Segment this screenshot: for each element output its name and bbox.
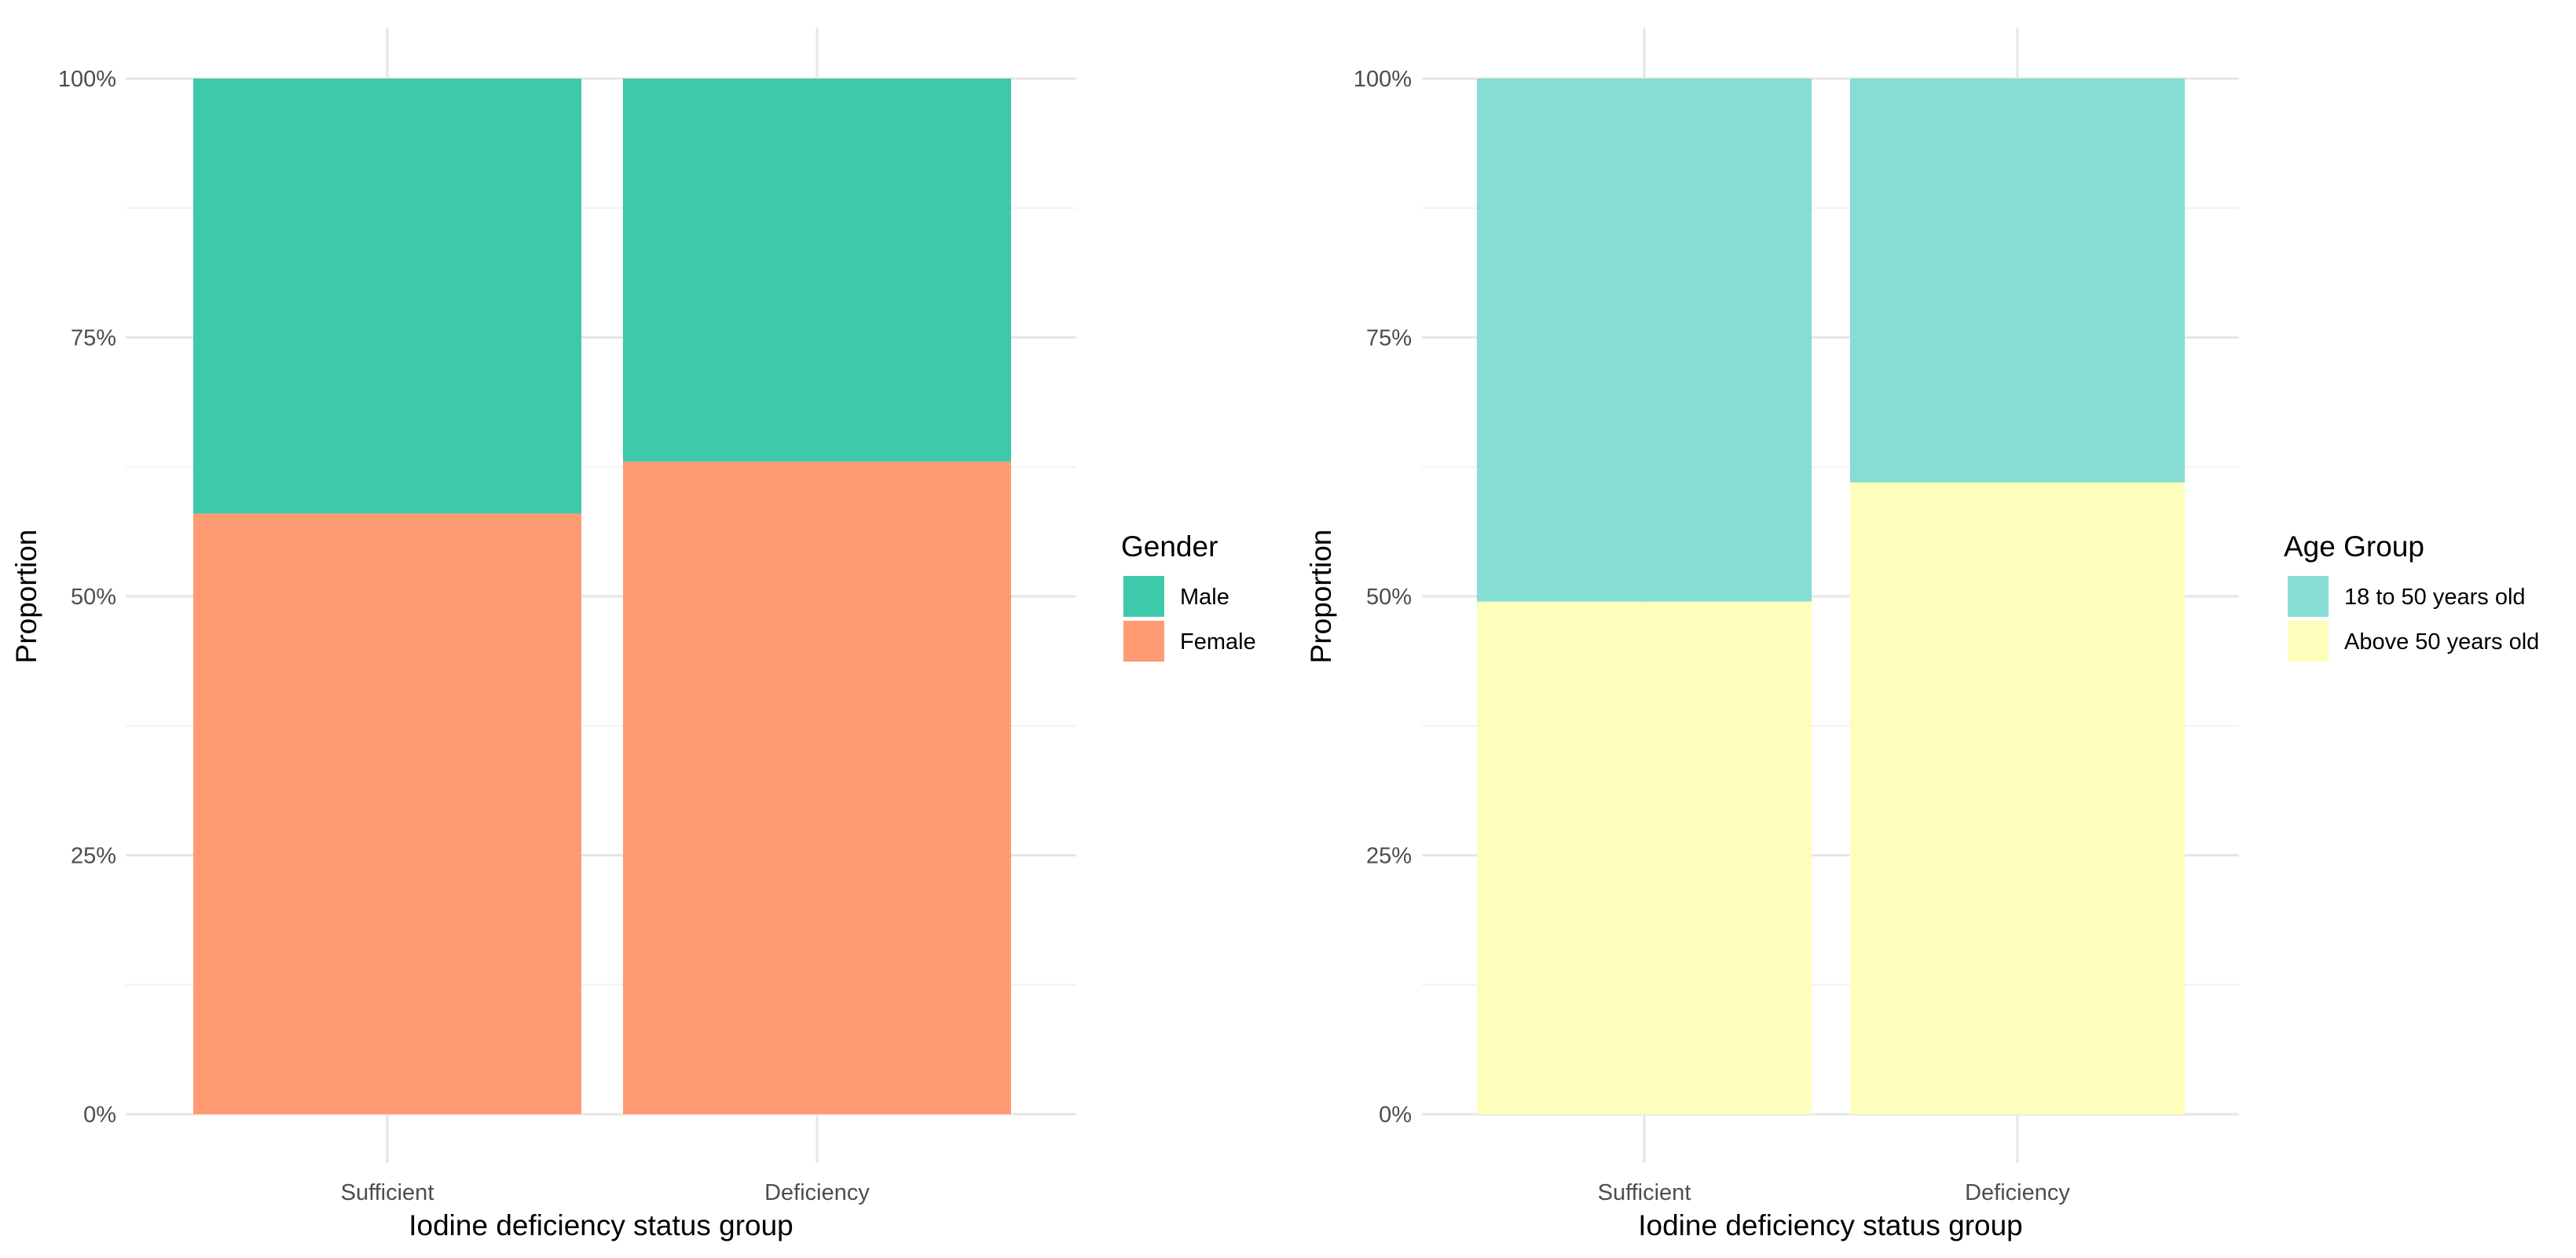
y-tick-label: 100% — [1354, 67, 1412, 92]
legend-label: Male — [1180, 585, 1229, 610]
x-axis-title: Iodine deficiency status group — [1638, 1209, 2023, 1241]
x-tick-label: Deficiency — [1965, 1180, 2070, 1205]
y-tick-label: 75% — [71, 326, 116, 351]
legend-swatch — [1123, 621, 1164, 662]
y-tick-label: 25% — [71, 844, 116, 869]
legend-swatch — [2288, 621, 2329, 662]
legend-swatch — [1123, 576, 1164, 617]
bar-above-50-years-old-deficiency — [1850, 482, 2185, 1114]
y-tick-label: 75% — [1366, 326, 1412, 351]
y-tick-label: 100% — [58, 67, 116, 92]
x-tick-label: Sufficient — [1598, 1180, 1691, 1205]
legend-title: Gender — [1121, 530, 1218, 563]
bar-male-deficiency — [623, 79, 1011, 462]
y-axis-title: Proportion — [10, 530, 42, 664]
x-tick-label: Deficiency — [764, 1180, 870, 1205]
bar-female-sufficient — [193, 513, 581, 1114]
y-axis-title: Proportion — [1305, 530, 1337, 664]
y-tick-label: 0% — [1379, 1102, 1412, 1128]
legend-title: Age Group — [2284, 530, 2424, 563]
y-tick-label: 0% — [83, 1102, 116, 1128]
chart-panel-1: 0% 25% 50% 75% 100% Sufficient Deficiency Iodin… — [10, 28, 1256, 1241]
bar-18-to-50-years-old-sufficient — [1477, 79, 1812, 602]
bar-18-to-50-years-old-deficiency — [1850, 79, 2185, 483]
y-tick-label: 50% — [1366, 585, 1412, 610]
legend-label: Female — [1180, 629, 1256, 655]
bar-male-sufficient — [193, 79, 581, 514]
chart-panel-2: 0% 25% 50% 75% 100% Sufficient Deficiency Iodin… — [1305, 28, 2539, 1241]
legend-label: 18 to 50 years old — [2344, 585, 2526, 610]
x-axis-title: Iodine deficiency status group — [409, 1209, 793, 1241]
bar-female-deficiency — [623, 461, 1011, 1114]
legend-swatch — [2288, 576, 2329, 617]
x-tick-label: Sufficient — [341, 1180, 434, 1205]
y-tick-label: 25% — [1366, 844, 1412, 869]
y-tick-label: 50% — [71, 585, 116, 610]
bar-above-50-years-old-sufficient — [1477, 601, 1812, 1114]
legend-label: Above 50 years old — [2344, 629, 2539, 655]
